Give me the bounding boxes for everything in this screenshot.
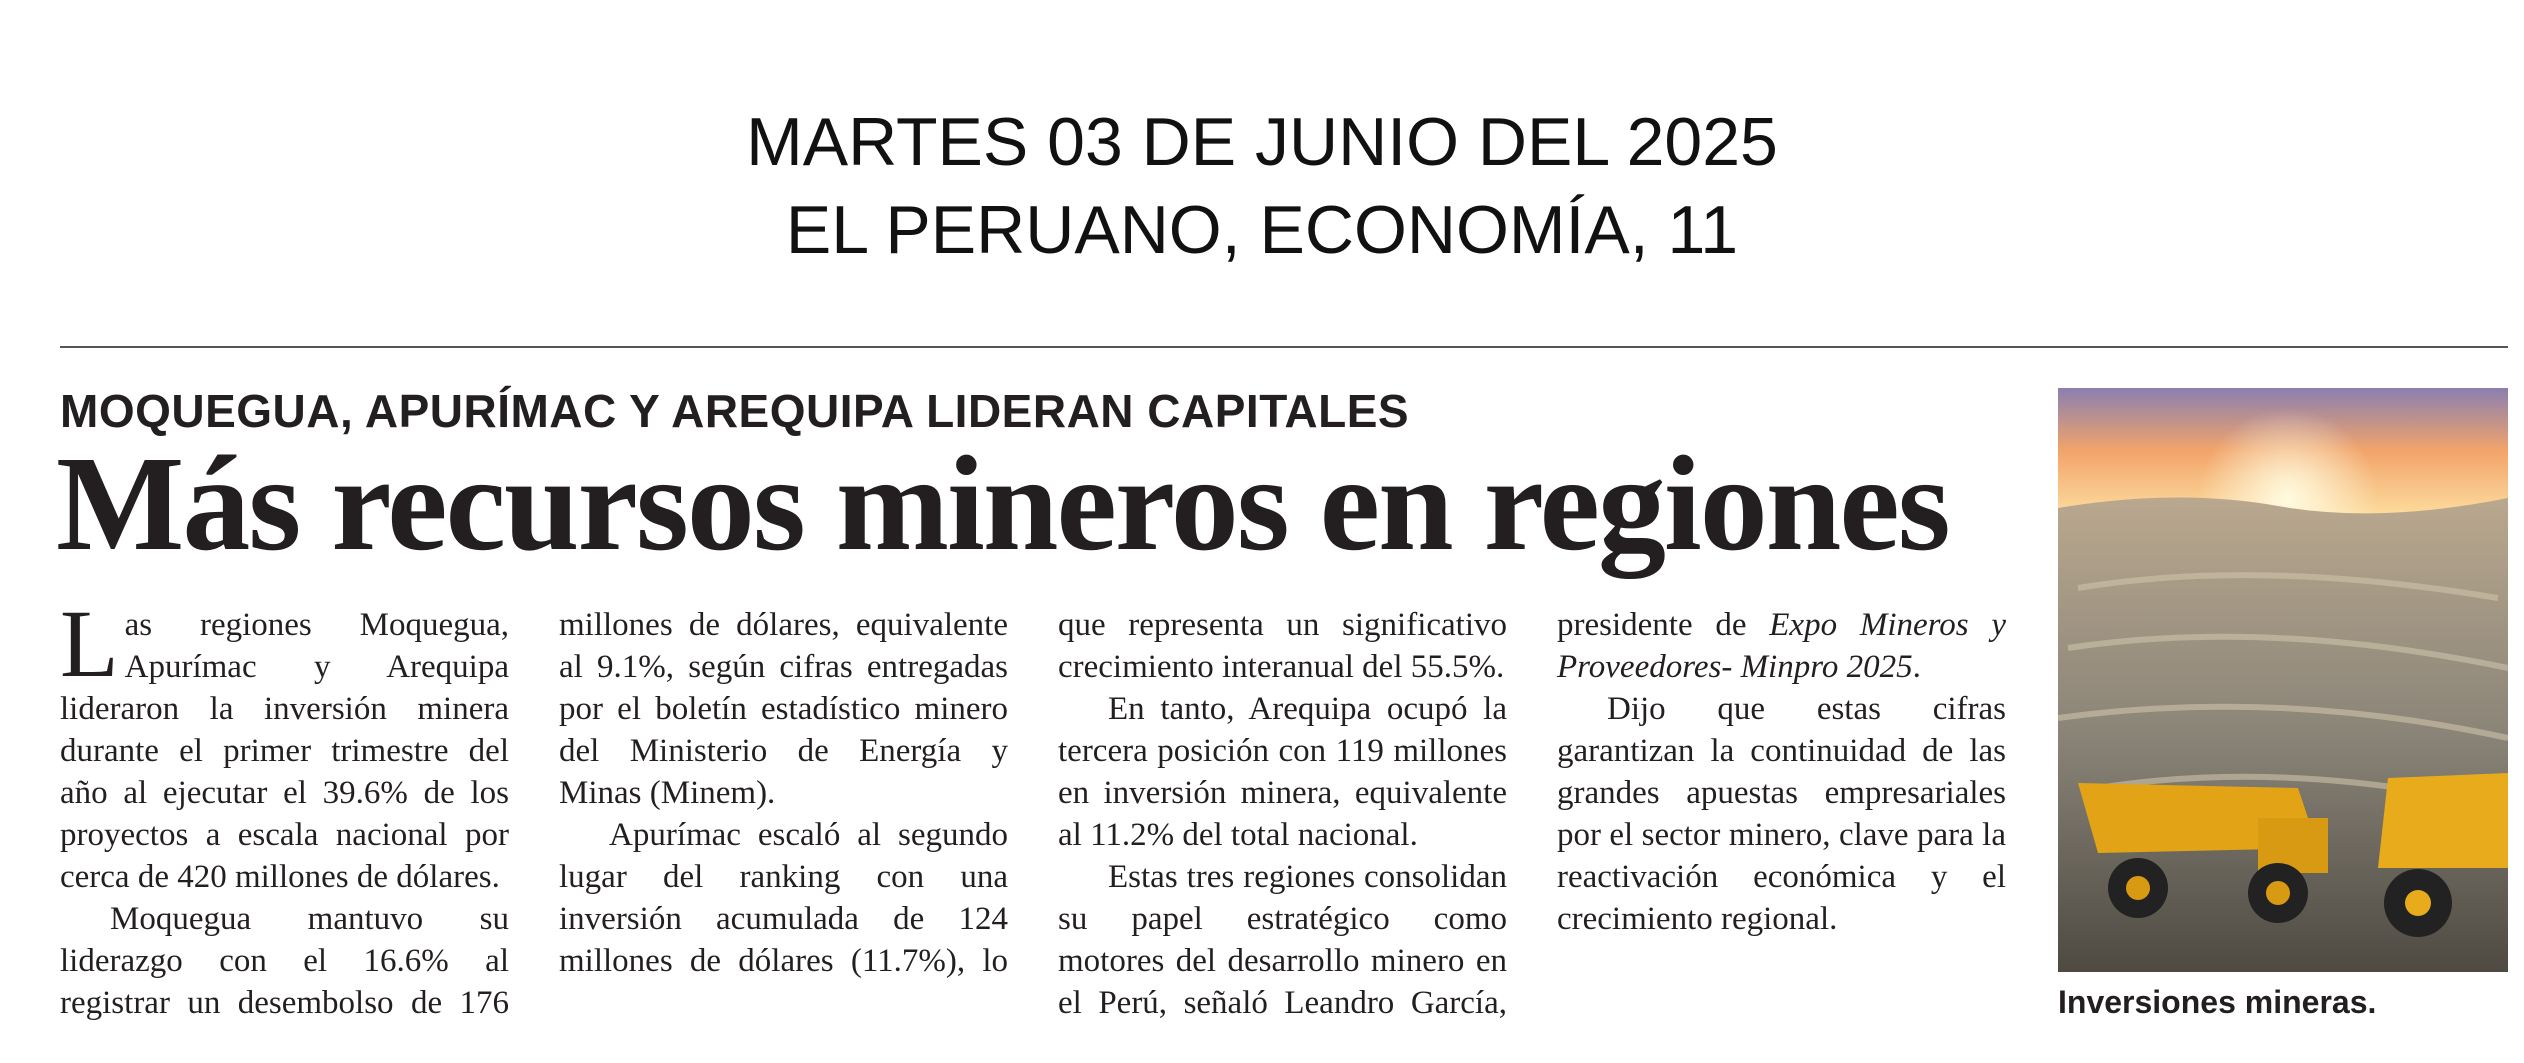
photo-caption: Inversiones mineras. xyxy=(2058,984,2377,1020)
separator xyxy=(60,346,2508,348)
paragraph: Moquegua mantuvo su liderazgo con el 16.… xyxy=(60,607,1008,1021)
headline: Más recursos mineros en regiones xyxy=(56,429,1951,579)
paragraph: En tanto, Arequipa ocupó la tercera posi… xyxy=(1058,691,1507,853)
article-body: Las regiones Moquegua, Apurímac y Arequi… xyxy=(60,590,2006,1034)
paragraph: Dijo que estas cifras garantizan la cont… xyxy=(1557,691,2006,937)
kicker: MOQUEGUA, APURÍMAC Y AREQUIPA LIDERAN CA… xyxy=(60,385,1410,437)
event-name: Expo Mineros y Proveedores- Minpro 2025 xyxy=(1557,607,2006,685)
paragraph: Estas tres regiones consolidan su papel … xyxy=(1058,604,2006,1034)
text: . xyxy=(1912,649,1921,685)
edition-source: EL PERUANO, ECONOMÍA, 11 xyxy=(785,192,1739,268)
text: Estas tres regiones consolidan su papel … xyxy=(1058,607,1770,1021)
photo xyxy=(2058,388,2508,972)
edition-date: MARTES 03 DE JUNIO DEL 2025 xyxy=(746,104,1778,180)
paragraph: Las regiones Moquegua, Apurímac y Arequi… xyxy=(60,590,509,895)
truck xyxy=(2078,783,2328,923)
truck xyxy=(2378,773,2508,937)
paragraph: Apurímac escaló al segundo lugar del ran… xyxy=(559,607,1507,979)
